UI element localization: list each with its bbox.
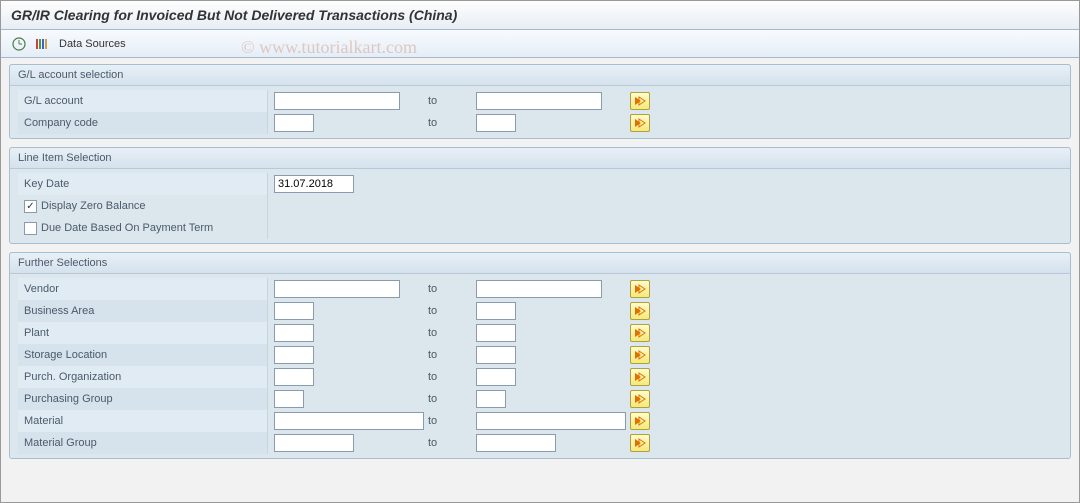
vendor-from-input[interactable] (274, 280, 400, 298)
company-code-from-input[interactable] (274, 114, 314, 132)
multi-select-button[interactable] (630, 368, 650, 386)
purch-org-from-input[interactable] (274, 368, 314, 386)
row-key-date: Key Date (10, 173, 1070, 195)
material-group-from-input[interactable] (274, 434, 354, 452)
row-display-zero: ✓ Display Zero Balance (10, 195, 1070, 217)
row-gl-account: G/L account to (10, 90, 1070, 112)
multi-select-button[interactable] (630, 390, 650, 408)
purch-group-to-input[interactable] (476, 390, 506, 408)
to-label: to (428, 393, 448, 405)
purch-org-to-input[interactable] (476, 368, 516, 386)
storage-location-to-input[interactable] (476, 346, 516, 364)
business-area-to-input[interactable] (476, 302, 516, 320)
toolbar: Data Sources (1, 30, 1079, 58)
group-gl-account: G/L account selection G/L account to Com… (9, 64, 1071, 139)
label-vendor: Vendor (18, 278, 268, 300)
to-label: to (428, 349, 448, 361)
label-material-group: Material Group (18, 432, 268, 454)
to-label: to (428, 327, 448, 339)
label-plant: Plant (18, 322, 268, 344)
gl-account-from-input[interactable] (274, 92, 400, 110)
group-title-further: Further Selections (10, 253, 1070, 274)
company-code-to-input[interactable] (476, 114, 516, 132)
label-display-zero: Display Zero Balance (41, 200, 146, 212)
multi-select-button[interactable] (630, 412, 650, 430)
group-title-line-item: Line Item Selection (10, 148, 1070, 169)
label-business-area: Business Area (18, 300, 268, 322)
multi-select-button[interactable] (630, 324, 650, 342)
page-title: GR/IR Clearing for Invoiced But Not Deli… (11, 7, 1069, 23)
plant-to-input[interactable] (476, 324, 516, 342)
row-company-code: Company code to (10, 112, 1070, 134)
row-due-date: Due Date Based On Payment Term (10, 217, 1070, 239)
label-material: Material (18, 410, 268, 432)
multi-select-button[interactable] (630, 434, 650, 452)
key-date-input[interactable] (274, 175, 354, 193)
variant-icon[interactable] (33, 36, 49, 52)
label-gl-account: G/L account (18, 90, 268, 112)
label-storage-location: Storage Location (18, 344, 268, 366)
multi-select-button[interactable] (630, 280, 650, 298)
multi-select-button[interactable] (630, 114, 650, 132)
to-label: to (428, 371, 448, 383)
multi-select-button[interactable] (630, 346, 650, 364)
data-sources-button[interactable]: Data Sources (59, 38, 126, 50)
material-group-to-input[interactable] (476, 434, 556, 452)
group-line-item: Line Item Selection Key Date ✓ Display Z… (9, 147, 1071, 244)
display-zero-checkbox[interactable]: ✓ (24, 200, 37, 213)
to-label: to (428, 437, 448, 449)
vendor-to-input[interactable] (476, 280, 602, 298)
execute-icon[interactable] (11, 36, 27, 52)
row-purch-org: Purch. Organization to (10, 366, 1070, 388)
plant-from-input[interactable] (274, 324, 314, 342)
group-title-gl: G/L account selection (10, 65, 1070, 86)
material-to-input[interactable] (476, 412, 626, 430)
label-due-date: Due Date Based On Payment Term (41, 222, 213, 234)
label-key-date: Key Date (18, 173, 268, 195)
row-material: Material to (10, 410, 1070, 432)
due-date-checkbox[interactable] (24, 222, 37, 235)
row-plant: Plant to (10, 322, 1070, 344)
row-vendor: Vendor to (10, 278, 1070, 300)
label-purch-org: Purch. Organization (18, 366, 268, 388)
content-area: G/L account selection G/L account to Com… (1, 58, 1079, 473)
label-purch-group: Purchasing Group (18, 388, 268, 410)
storage-location-from-input[interactable] (274, 346, 314, 364)
multi-select-button[interactable] (630, 302, 650, 320)
row-material-group: Material Group to (10, 432, 1070, 454)
material-from-input[interactable] (274, 412, 424, 430)
to-label: to (428, 95, 448, 107)
purch-group-from-input[interactable] (274, 390, 304, 408)
multi-select-button[interactable] (630, 92, 650, 110)
to-label: to (428, 117, 448, 129)
to-label: to (428, 415, 448, 427)
gl-account-to-input[interactable] (476, 92, 602, 110)
to-label: to (428, 305, 448, 317)
title-bar: GR/IR Clearing for Invoiced But Not Deli… (1, 1, 1079, 30)
row-storage-location: Storage Location to (10, 344, 1070, 366)
label-company-code: Company code (18, 112, 268, 134)
to-label: to (428, 283, 448, 295)
group-further: Further Selections Vendor to Business Ar… (9, 252, 1071, 459)
row-purch-group: Purchasing Group to (10, 388, 1070, 410)
business-area-from-input[interactable] (274, 302, 314, 320)
row-business-area: Business Area to (10, 300, 1070, 322)
